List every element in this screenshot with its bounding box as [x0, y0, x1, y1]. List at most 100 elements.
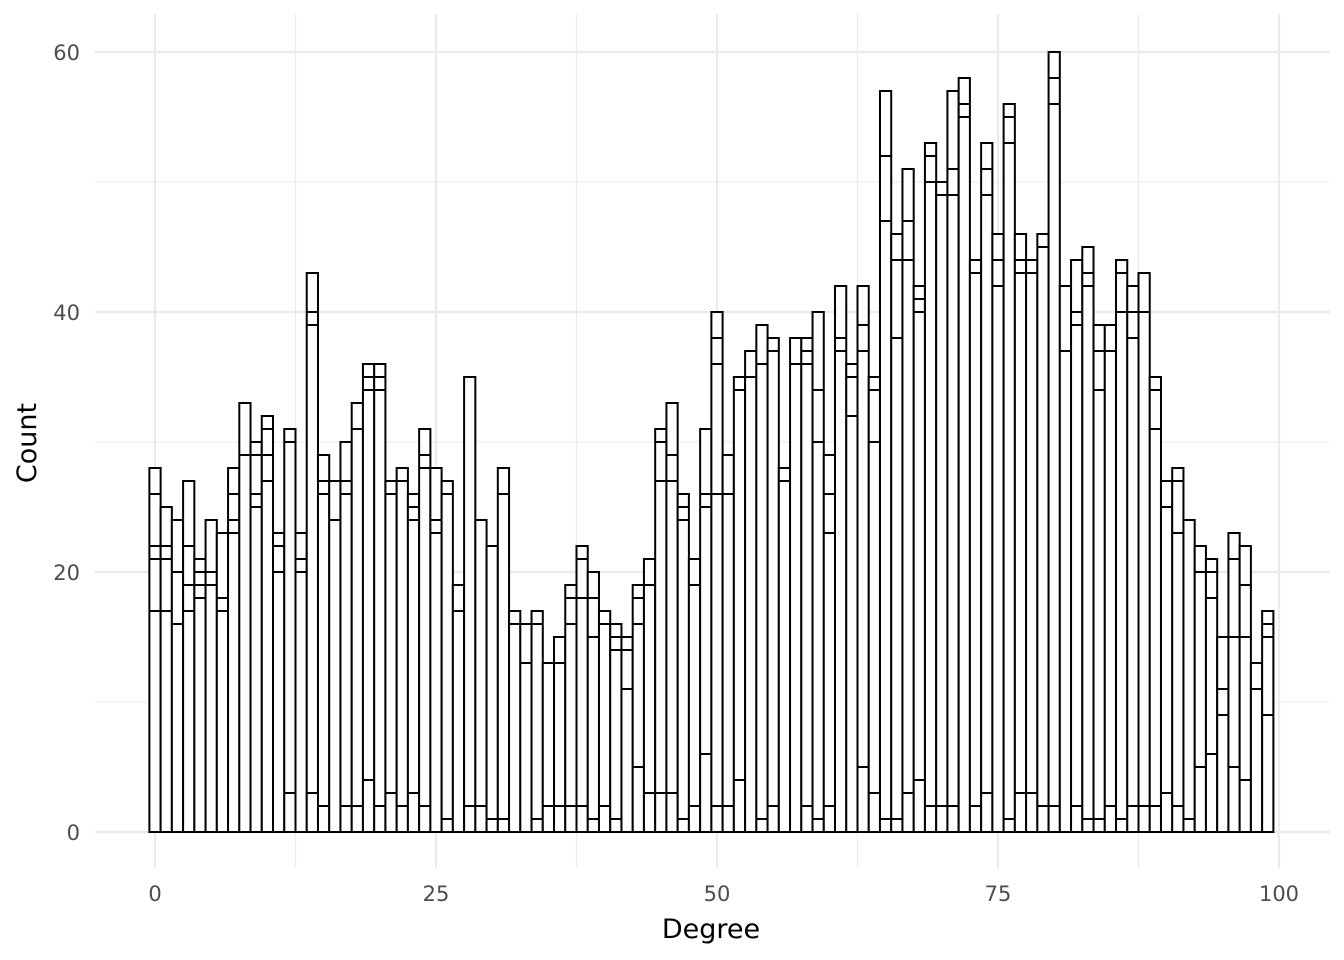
y-tick-label: 60 [53, 41, 80, 65]
histogram-bar [1036, 233, 1050, 833]
bar-outline [1137, 272, 1151, 833]
x-tick-label: 0 [148, 882, 161, 906]
histogram-bar [912, 285, 926, 833]
histogram-bar [710, 311, 724, 833]
bar-outline [519, 623, 533, 833]
histogram-bar [1081, 246, 1095, 833]
histogram-bar [395, 467, 409, 833]
histogram-bar [361, 363, 376, 833]
histogram-bar [148, 467, 162, 833]
bar-outline [946, 90, 960, 833]
histogram-bar [789, 337, 803, 833]
bar-outline [564, 584, 578, 833]
bar-outline [867, 376, 881, 833]
histogram-bar [451, 584, 466, 833]
histogram-bar [553, 636, 567, 833]
histogram-bar [339, 441, 353, 833]
bar-outline [654, 428, 668, 833]
x-tick-label: 100 [1259, 882, 1299, 906]
histogram-bar [541, 662, 556, 833]
histogram-bar [1013, 233, 1028, 833]
bar-outline [496, 467, 511, 833]
histogram-bar [665, 402, 679, 833]
histogram-bar [766, 337, 780, 833]
histogram-bar [564, 584, 578, 833]
bars-group [148, 51, 1275, 833]
bar-outline [406, 493, 421, 833]
bar-outline [912, 285, 926, 833]
x-axis-title: Degree [662, 914, 760, 945]
bar-outline [1148, 376, 1162, 833]
bar-outline [316, 454, 331, 833]
bar-outline [822, 454, 837, 833]
histogram-bar [440, 480, 454, 833]
histogram-bar [227, 467, 241, 833]
bar-outline [968, 259, 983, 833]
histogram-bar [1092, 324, 1106, 833]
histogram-bar [193, 558, 207, 833]
bar-outline [215, 532, 230, 833]
bar-outline [361, 363, 376, 833]
histogram-bar [1148, 376, 1162, 833]
bar-outline [508, 610, 522, 833]
bar-outline [834, 285, 848, 833]
bar-outline [1025, 259, 1039, 833]
histogram-bar [991, 233, 1005, 833]
histogram-bar [1182, 519, 1196, 833]
bar-outline [1126, 285, 1140, 833]
histogram-bar [305, 272, 319, 833]
histogram-bar [272, 532, 286, 833]
bar-outline [1070, 259, 1084, 833]
histogram-bar [1137, 272, 1151, 833]
histogram-bar [631, 584, 645, 833]
bar-outline [923, 142, 938, 833]
histogram-bar [373, 363, 387, 833]
histogram-bar [597, 610, 612, 833]
histogram-bar [935, 181, 949, 833]
histogram-bar [957, 77, 971, 833]
bar-outline [744, 350, 758, 833]
bar-outline [429, 467, 443, 833]
bar-outline [1261, 610, 1275, 833]
histogram-bar [1249, 662, 1264, 833]
histogram-bar [878, 90, 893, 833]
histogram-bar [496, 467, 511, 833]
bar-outline [1171, 467, 1185, 833]
bar-outline [642, 558, 657, 833]
histogram-bar [1103, 324, 1118, 833]
bar-outline [957, 77, 971, 833]
bar-outline [530, 610, 544, 833]
bar-outline [1103, 324, 1118, 833]
histogram-bar [777, 467, 792, 833]
histogram-bar [1204, 558, 1219, 833]
x-tick-label: 50 [704, 882, 731, 906]
histogram-bar [732, 376, 747, 833]
histogram-bar [1238, 545, 1252, 833]
bar-outline [699, 428, 713, 833]
histogram-bar [845, 363, 859, 833]
histogram-bar [238, 402, 252, 833]
bar-outline [395, 467, 409, 833]
histogram-bar [519, 623, 533, 833]
bar-outline [1036, 233, 1050, 833]
histogram-bar [384, 480, 398, 833]
bar-outline [159, 506, 173, 833]
bar-outline [845, 363, 859, 833]
histogram-bar [890, 233, 904, 833]
histogram-bar [159, 506, 173, 833]
y-tick-labels: 0 20 40 60 [53, 41, 80, 845]
histogram-bar [429, 467, 443, 833]
bar-outline [586, 571, 600, 833]
y-axis-title: Count [12, 403, 43, 483]
histogram-bar [406, 493, 421, 833]
histogram-bar [1193, 545, 1207, 833]
bar-outline [777, 467, 792, 833]
bar-outline [1193, 545, 1207, 833]
histogram-bar [215, 532, 230, 833]
histogram-bar [800, 337, 814, 833]
histogram-bar [474, 519, 488, 833]
bar-outline [991, 233, 1005, 833]
bar-outline [631, 584, 645, 833]
bar-outline [182, 480, 196, 833]
bar-outline [935, 181, 949, 833]
